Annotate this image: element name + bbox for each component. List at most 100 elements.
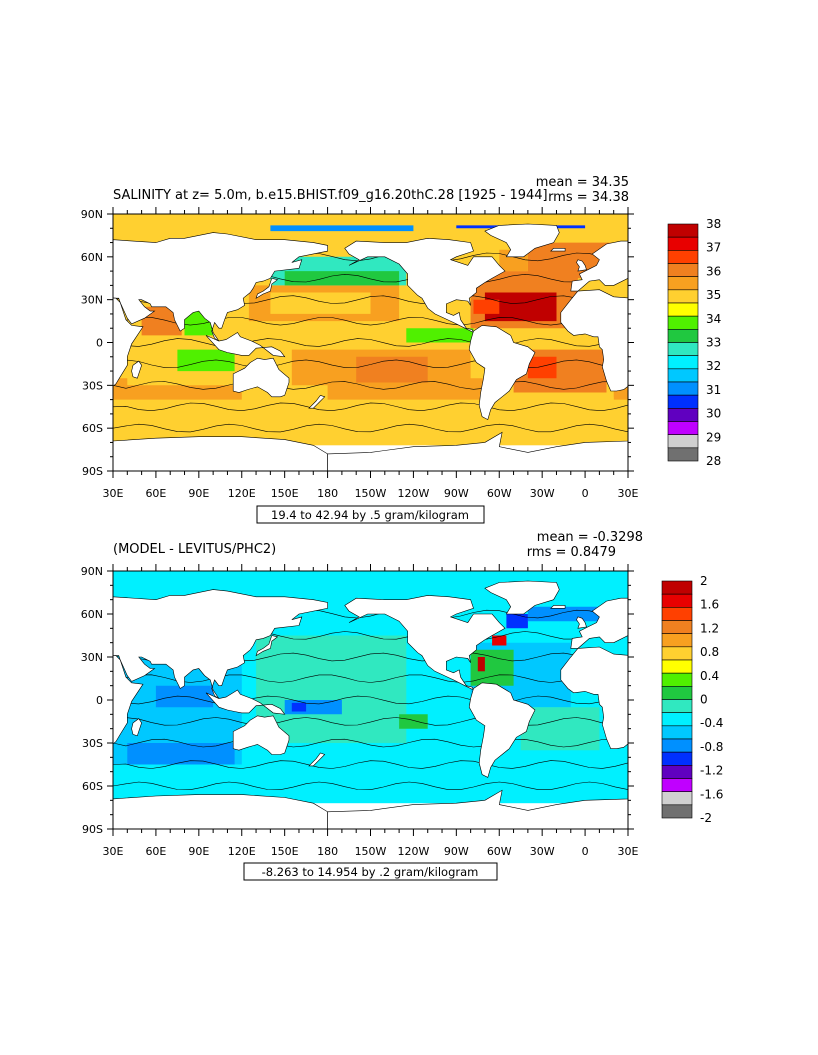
colorbar-swatch bbox=[661, 804, 693, 819]
continent-antarctica bbox=[327, 789, 628, 829]
x-tick-label: 120W bbox=[397, 487, 429, 500]
colorbar-swatch bbox=[667, 434, 699, 449]
x-tick-label: 150W bbox=[355, 845, 387, 858]
continent-greenland bbox=[484, 580, 560, 615]
continent-japan bbox=[771, 636, 792, 656]
salinity-region bbox=[642, 743, 749, 765]
salinity-region bbox=[527, 356, 557, 379]
colorbar-swatch bbox=[667, 368, 699, 383]
continents bbox=[36, 223, 804, 471]
chart-title: SALINITY at z= 5.0m, b.e15.BHIST.f09_g16… bbox=[113, 188, 548, 203]
colorbar-label: 32 bbox=[706, 359, 721, 373]
continent-indonesia bbox=[205, 332, 286, 358]
colorbar-swatch bbox=[661, 580, 693, 595]
contour-line bbox=[113, 674, 628, 683]
continent-north-america bbox=[344, 595, 506, 691]
y-tick-label: 60S bbox=[82, 780, 103, 793]
colorbar-swatch bbox=[661, 751, 693, 766]
x-tick-label: 30W bbox=[530, 845, 555, 858]
salinity-region bbox=[0, 271, 63, 328]
colorbar-label: 29 bbox=[706, 430, 721, 444]
x-tick-label: 30E bbox=[618, 845, 639, 858]
x-tick-label: 150E bbox=[271, 487, 299, 500]
continent-indonesia bbox=[721, 690, 800, 714]
y-tick-label: 30S bbox=[82, 379, 103, 392]
salinity-region bbox=[492, 635, 507, 646]
colorbar-label: -0.4 bbox=[700, 716, 723, 730]
salinity-panel: SALINITY at z= 5.0m, b.e15.BHIST.f09_g16… bbox=[0, 175, 818, 524]
continent-australia bbox=[232, 357, 290, 398]
continent-antarctica bbox=[327, 431, 628, 471]
continent-uk bbox=[62, 260, 72, 271]
continent-indonesia bbox=[205, 689, 286, 715]
contour-line bbox=[113, 760, 628, 769]
contour-line bbox=[113, 381, 628, 390]
salinity-region bbox=[141, 306, 182, 336]
colorbar-swatch bbox=[661, 646, 693, 661]
colorbar-swatch bbox=[661, 738, 693, 753]
continent-iceland bbox=[550, 605, 566, 609]
x-tick-label: 0 bbox=[582, 487, 589, 500]
latitude-axis: 90N 60N 30N 0 30S 60S 90S bbox=[81, 565, 634, 836]
continent-australia bbox=[748, 358, 804, 397]
salinity-region bbox=[291, 702, 307, 712]
colorbar-label: 31 bbox=[706, 383, 721, 397]
colorbar-swatch bbox=[667, 315, 699, 330]
continent-africa bbox=[560, 646, 628, 750]
continent-uk bbox=[62, 617, 72, 628]
colorbar-label: -0.8 bbox=[700, 740, 723, 754]
colorbar-swatch bbox=[661, 593, 693, 608]
longitude-axis: 30E 60E 90E 120E 150E 180 150W 120W 90W 60W 30W 0 30… bbox=[103, 207, 639, 500]
colorbar-swatch bbox=[667, 421, 699, 435]
colorbar-swatch bbox=[667, 342, 699, 356]
y-tick-label: 90S bbox=[82, 823, 103, 836]
colorbar-swatch bbox=[667, 408, 699, 422]
continent-japan bbox=[255, 277, 279, 299]
salinity-region bbox=[0, 225, 70, 228]
salinity-region bbox=[399, 714, 428, 729]
x-tick-label: 90E bbox=[188, 845, 209, 858]
colorbar-swatch bbox=[667, 276, 699, 291]
continent-new-zealand bbox=[308, 394, 326, 409]
colorbar-swatch bbox=[667, 447, 699, 462]
contour-line bbox=[113, 359, 628, 369]
x-tick-label: 180 bbox=[317, 487, 338, 500]
salinity-region bbox=[785, 257, 818, 286]
salinity-region bbox=[256, 635, 407, 743]
x-tick-label: 120E bbox=[228, 845, 256, 858]
continent-north-america bbox=[344, 237, 506, 334]
continent-iceland bbox=[550, 248, 566, 252]
colorbar-swatch bbox=[667, 263, 699, 277]
x-tick-label: 30E bbox=[103, 487, 124, 500]
y-tick-label: 90N bbox=[81, 565, 103, 578]
range-label: -8.263 to 14.954 by .2 gram/kilogram bbox=[262, 865, 479, 879]
colorbar-swatch bbox=[667, 394, 699, 409]
y-tick-label: 60N bbox=[81, 251, 103, 264]
colorbar-label: -2 bbox=[700, 811, 712, 825]
colorbar-swatch bbox=[661, 712, 693, 727]
colorbar-swatch bbox=[661, 765, 693, 779]
salinity-region bbox=[0, 293, 41, 322]
colorbar: 2 1.6 1.2 0.8 0.4 0 -0.4 -0.8 -1.2 -1.6 -2 bbox=[661, 574, 723, 825]
salinity-region bbox=[542, 396, 614, 407]
salinity-region bbox=[13, 357, 42, 378]
contour-line bbox=[113, 695, 628, 705]
salinity-region bbox=[241, 321, 428, 336]
colorbar-label: 0 bbox=[700, 693, 708, 707]
continent-south-america bbox=[468, 682, 536, 778]
salinity-region bbox=[764, 285, 818, 321]
colorbar-swatch bbox=[667, 329, 699, 343]
x-tick-label: 90E bbox=[188, 487, 209, 500]
salinity-region bbox=[470, 649, 514, 686]
salinity-region bbox=[527, 606, 600, 622]
x-tick-label: 60E bbox=[145, 845, 166, 858]
colorbar-swatch bbox=[667, 223, 699, 238]
contour-line bbox=[113, 423, 628, 433]
continent-eurasia-east bbox=[113, 589, 328, 699]
continent-uk bbox=[576, 616, 587, 629]
continent-iceland bbox=[36, 248, 50, 251]
range-label: 19.4 to 42.94 by .5 gram/kilogram bbox=[271, 508, 469, 522]
x-tick-label: 30E bbox=[618, 487, 639, 500]
continent-south-america bbox=[0, 683, 20, 778]
y-tick-label: 30N bbox=[81, 651, 103, 664]
